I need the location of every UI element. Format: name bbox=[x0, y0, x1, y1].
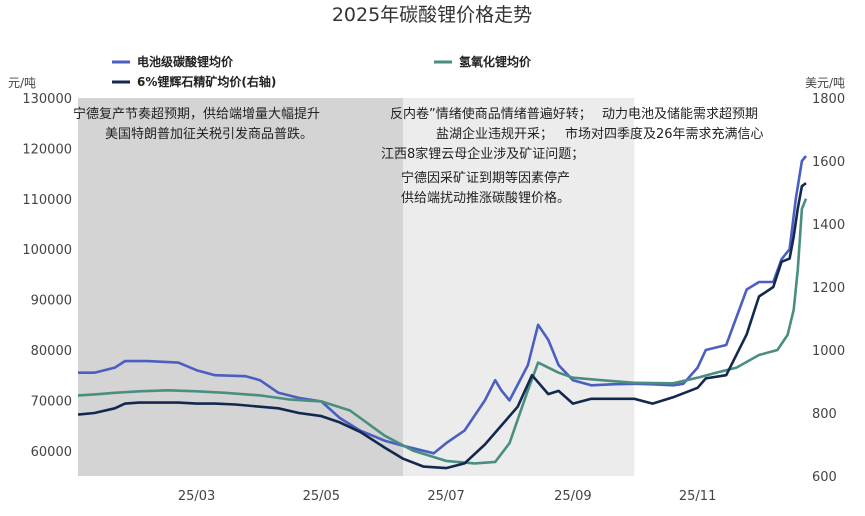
chart-title: 2025年碳酸锂价格走势 bbox=[332, 4, 532, 26]
series-line-spodumene bbox=[77, 182, 807, 470]
series-line-battery-carbonate bbox=[78, 155, 808, 455]
left-tick-label: 60000 bbox=[31, 445, 72, 460]
annotation-text: 市场对四季度及26年需求充满信心 bbox=[565, 126, 764, 142]
annotation-text: 供给端扰动推涨碳酸锂价格。 bbox=[401, 190, 570, 206]
left-tick-label: 80000 bbox=[31, 344, 72, 359]
shaded-period-1 bbox=[78, 98, 404, 476]
right-tick-label: 1800 bbox=[812, 92, 845, 107]
right-tick-label: 1200 bbox=[812, 281, 845, 296]
legend-label-spodumene: 6%锂辉石精矿均价(右轴) bbox=[137, 74, 276, 89]
series-lines bbox=[77, 155, 808, 470]
legend: 电池级碳酸锂均价 氢氧化锂均价 6%锂辉石精矿均价(右轴) bbox=[112, 54, 532, 89]
right-tick-label: 600 bbox=[812, 470, 837, 485]
left-axis-unit: 元/吨 bbox=[8, 76, 36, 90]
x-tick-label: 25/11 bbox=[679, 489, 716, 504]
annotation-text: 宁德因采矿证到期等因素停产 bbox=[401, 170, 570, 186]
right-axis-ticks: 600 800 1000 1200 1400 1600 1800 bbox=[812, 92, 845, 485]
legend-label-hydroxide: 氢氧化锂均价 bbox=[459, 54, 532, 69]
left-tick-label: 90000 bbox=[31, 294, 72, 309]
annotation-text: 反内卷”情绪使商品情绪普遍好转； bbox=[390, 106, 592, 122]
annotation-text: 动力电池及储能需求超预期 bbox=[602, 107, 758, 122]
legend-label-battery-carbonate: 电池级碳酸锂均价 bbox=[137, 54, 234, 69]
left-axis-ticks: 60000 70000 80000 90000 100000 110000 120000 13… bbox=[22, 92, 72, 460]
x-tick-label: 25/07 bbox=[427, 489, 464, 504]
right-tick-label: 800 bbox=[812, 407, 837, 422]
x-tick-label: 25/03 bbox=[178, 489, 215, 504]
annotations: 宁德复产节奏超预期，供给端增量大幅提升 美国特朗普加征关税引发商品普跌。 反内卷… bbox=[73, 106, 764, 206]
x-tick-label: 25/05 bbox=[303, 489, 340, 504]
right-tick-label: 1400 bbox=[812, 218, 845, 233]
right-axis-unit: 美元/吨 bbox=[805, 76, 845, 90]
series-line-hydroxide bbox=[77, 198, 808, 465]
right-tick-label: 1600 bbox=[812, 155, 845, 170]
annotation-text: 盐湖企业违规开采； bbox=[436, 126, 553, 142]
right-tick-label: 1000 bbox=[812, 344, 845, 359]
left-tick-label: 130000 bbox=[22, 92, 72, 107]
left-tick-label: 70000 bbox=[31, 394, 72, 409]
annotation-text: 美国特朗普加征关税引发商品普跌。 bbox=[105, 126, 313, 142]
x-tick-label: 25/09 bbox=[554, 489, 591, 504]
x-axis-ticks: 25/03 25/05 25/07 25/09 25/11 bbox=[178, 489, 716, 504]
shaded-periods bbox=[78, 98, 635, 476]
left-tick-label: 110000 bbox=[22, 193, 72, 208]
annotation-text: 江西8家锂云母企业涉及矿证问题； bbox=[381, 146, 584, 162]
left-tick-label: 100000 bbox=[22, 243, 72, 258]
left-tick-label: 120000 bbox=[22, 142, 72, 157]
annotation-text: 宁德复产节奏超预期，供给端增量大幅提升 bbox=[73, 106, 320, 122]
